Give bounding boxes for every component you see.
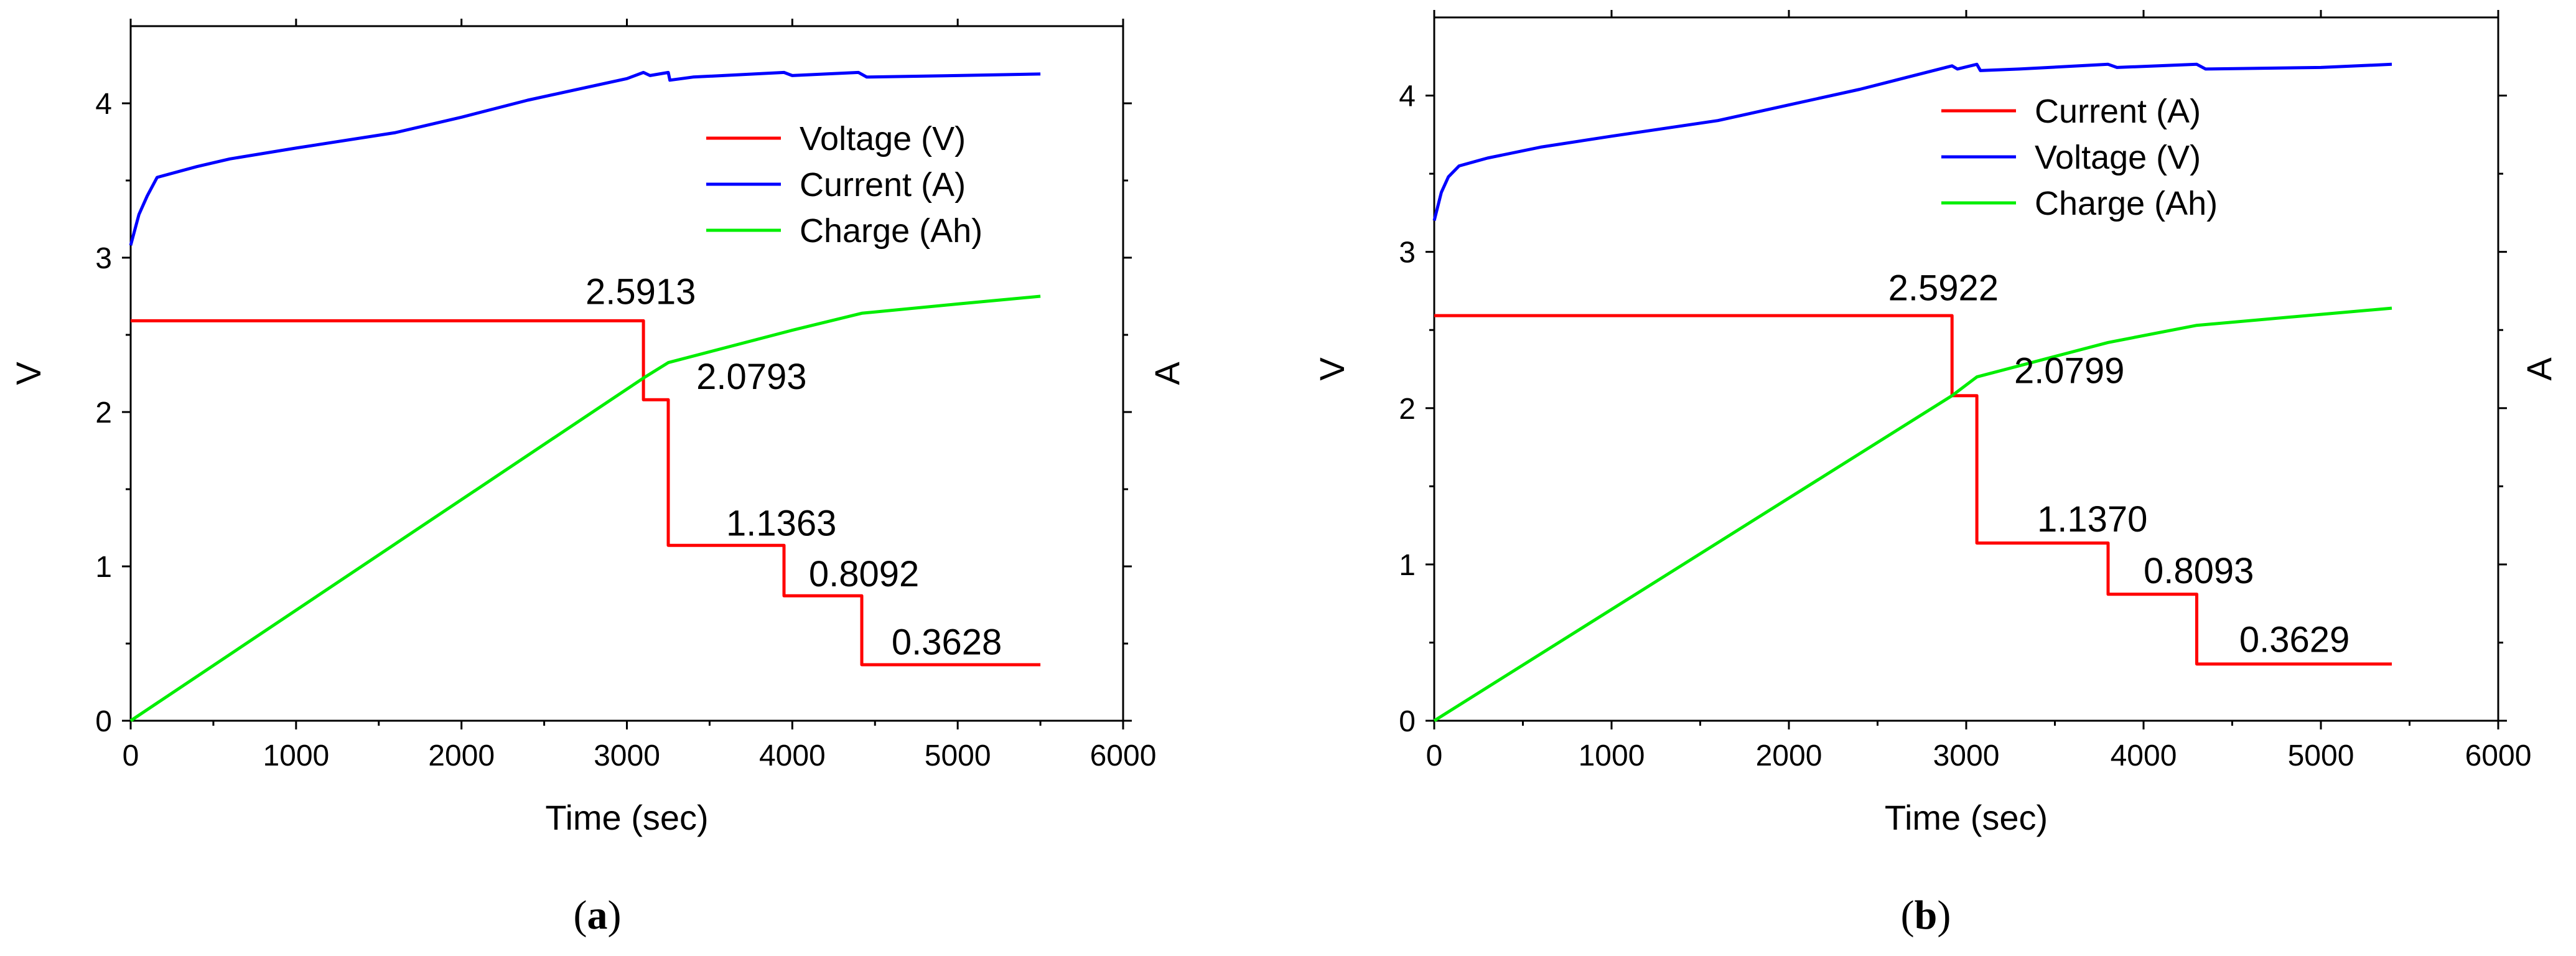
panel-caption: (b) [1901,893,1951,938]
plot-frame [1433,16,2499,722]
data-label: 0.3629 [2239,620,2350,660]
x-axis-label: Time (sec) [545,798,708,837]
y-axis-label-right: A [1147,362,1187,385]
y-tick-label: 1 [95,551,112,584]
y-axis-label: V [1312,357,1351,381]
series-line-charge-ah [129,294,1041,723]
x-tick-label: 6000 [1090,739,1157,772]
legend-label: Charge (Ah) [2035,185,2218,222]
data-label: 2.0793 [696,357,806,397]
panel-caption: (a) [574,893,622,938]
panel-b: 0 1000 2000 3000 4000 5000 6000 0 1 2 3 4 Time (sec)… [1312,10,2559,938]
legend-label: Charge (Ah) [800,212,982,250]
legend-label: Voltage (V) [2035,139,2201,176]
x-tick-label: 0 [123,739,139,772]
legend-label: Current (A) [2035,93,2201,130]
y-tick-label: 2 [1399,393,1416,426]
series-line-voltage-v [131,319,1041,667]
data-label: 0.8092 [809,554,919,594]
y-tick-label: 4 [1399,80,1416,113]
y-axis-label: V [9,362,48,385]
data-label: 0.8093 [2144,551,2254,591]
x-tick-label: 4000 [759,739,826,772]
x-tick-label: 5000 [925,739,991,772]
x-tick-label: 5000 [2288,739,2354,772]
data-label: 1.1363 [726,503,836,543]
y-tick-label: 2 [95,396,112,429]
y-tick-label: 1 [1399,549,1416,582]
x-axis-label: Time (sec) [1885,798,2048,837]
data-label: 0.3628 [892,622,1002,662]
y-tick-label: 0 [1399,705,1416,738]
series-line-voltage-v [1432,62,2392,222]
x-tick-label: 4000 [2111,739,2177,772]
x-tick-label: 0 [1426,739,1443,772]
y-tick-label: 3 [1399,237,1416,269]
y-tick-label: 3 [95,242,112,275]
panel-caption-letter: b [1915,893,1938,938]
data-label: 2.5922 [1888,268,1999,309]
series-line-current-a [129,70,1041,246]
x-tick-label: 1000 [263,739,329,772]
legend-label: Current (A) [800,166,966,204]
x-tick-label: 2000 [1756,739,1822,772]
x-tick-label: 3000 [1933,739,2000,772]
x-tick-label: 6000 [2465,739,2532,772]
legend-label: Voltage (V) [800,120,966,157]
data-label: 1.1370 [2037,499,2147,540]
y-axis-label-right: A [2519,357,2559,381]
x-tick-label: 3000 [594,739,660,772]
series-line-charge-ah [1433,306,2392,723]
data-label: 2.5913 [586,271,696,312]
panel-a: 0 1000 2000 3000 4000 5000 6000 0 1 2 3 4 Time (sec)… [9,19,1187,938]
plot-frame [129,25,1124,722]
y-tick-label: 0 [95,705,112,738]
data-label: 2.0799 [2014,351,2124,391]
panel-caption-letter: a [587,893,608,938]
x-tick-label: 2000 [428,739,495,772]
series-line-current-a [1434,314,2392,666]
x-tick-label: 1000 [1579,739,1645,772]
y-tick-label: 4 [95,88,112,121]
